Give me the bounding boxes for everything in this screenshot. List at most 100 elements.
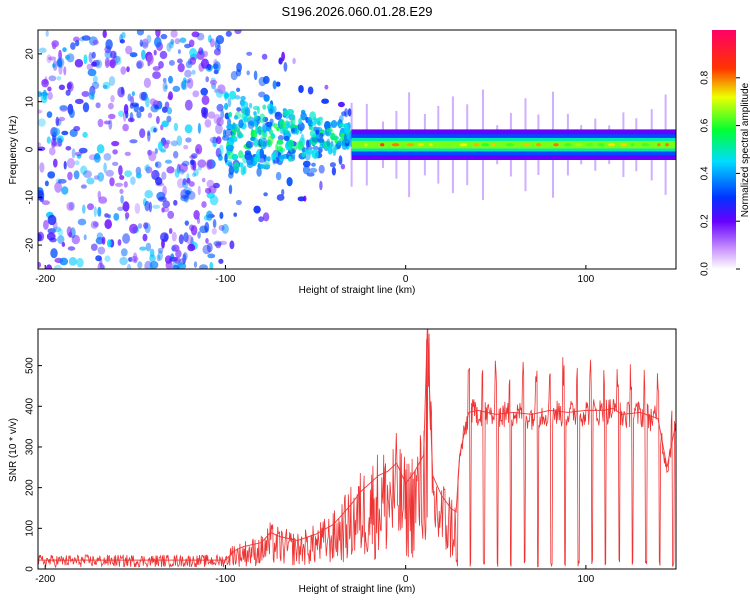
heatmap-cell <box>145 166 153 174</box>
heatmap-peak <box>553 143 559 147</box>
heatmap-cell <box>343 133 347 142</box>
heatmap-cell <box>240 95 246 101</box>
heatmap-cell <box>56 57 65 68</box>
heatmap-cell <box>73 170 80 180</box>
heatmap-cell <box>144 200 150 212</box>
heatmap-cell <box>129 139 138 144</box>
heatmap-cell <box>148 151 157 162</box>
heatmap-cell <box>38 142 42 147</box>
heatmap-cell <box>173 150 179 159</box>
heatmap-cell <box>311 162 316 167</box>
heatmap-cell <box>206 242 213 253</box>
heatmap-cell <box>173 257 181 264</box>
heatmap-cell <box>46 111 53 118</box>
heatmap-cell <box>83 234 87 241</box>
heatmap-cell <box>39 162 45 173</box>
heatmap-cell <box>212 219 217 228</box>
heatmap-cell <box>306 172 315 177</box>
x-tick-label: -100 <box>215 574 235 585</box>
heatmap-cell <box>285 121 290 129</box>
heatmap-cell <box>131 102 139 108</box>
heatmap-cell <box>63 160 67 170</box>
heatmap-cell <box>207 111 216 119</box>
heatmap-cell <box>82 204 86 214</box>
heatmap-cell <box>292 57 296 65</box>
heatmap-cell <box>204 119 212 128</box>
y-tick-label: 0 <box>25 146 36 152</box>
heatmap-cell <box>122 123 129 132</box>
heatmap-cell <box>44 76 48 85</box>
heatmap-cell <box>167 210 175 219</box>
heatmap-cell <box>274 111 283 121</box>
heatmap-cell <box>47 171 56 179</box>
heatmap-cell <box>249 102 253 109</box>
heatmap-cell <box>302 160 311 168</box>
heatmap-cell <box>196 32 205 41</box>
heatmap-band <box>351 140 676 149</box>
heatmap-cell <box>291 127 296 133</box>
heatmap-cell <box>311 149 319 159</box>
heatmap-cell <box>157 247 164 254</box>
heatmap-cell <box>268 121 272 129</box>
heatmap-cell <box>66 158 75 169</box>
heatmap-cell <box>109 59 116 69</box>
heatmap-cell <box>198 47 204 55</box>
heatmap-cell <box>338 123 346 128</box>
heatmap-cell <box>81 35 91 41</box>
heatmap-cell <box>168 75 173 84</box>
snr-series-line <box>38 329 676 569</box>
snr-panel: -200 -100 0 100 0 100 200 300 400 500 Height of … <box>8 328 677 595</box>
heatmap-cell <box>185 234 193 245</box>
heatmap-cell <box>180 189 189 200</box>
heatmap-peak <box>536 143 541 147</box>
heatmap-cell <box>136 30 144 36</box>
heatmap-cell <box>178 163 188 173</box>
heatmap-cell <box>157 250 163 261</box>
heatmap-cell <box>212 63 219 70</box>
heatmap-cell <box>83 54 88 65</box>
y-tick-label: -20 <box>25 237 36 252</box>
heatmap-peak <box>641 143 650 147</box>
heatmap-cell <box>166 115 172 123</box>
heatmap-cell <box>126 66 130 73</box>
heatmap-cell <box>103 153 112 161</box>
heatmap-cell <box>202 50 208 58</box>
heatmap-cell <box>99 256 103 267</box>
heatmap-cell <box>184 99 193 111</box>
heatmap-peak <box>417 143 424 147</box>
heatmap-cell <box>143 222 149 230</box>
heatmap-cell <box>43 219 49 230</box>
heatmap-cell <box>301 151 307 158</box>
snr-marks <box>38 329 676 569</box>
heatmap-cell <box>215 136 222 145</box>
heatmap-cell <box>174 168 180 178</box>
heatmap-cell <box>127 93 132 102</box>
heatmap-cell <box>157 141 163 151</box>
heatmap-cell <box>181 160 190 167</box>
heatmap-peak <box>620 143 628 147</box>
heatmap-cell <box>195 144 203 155</box>
heatmap-cell <box>182 253 187 265</box>
heatmap-cell <box>233 123 241 132</box>
heatmap-cell <box>65 89 71 96</box>
heatmap-cell <box>147 112 153 119</box>
heatmap-cell <box>224 102 229 110</box>
y-tick-label: 0 <box>25 566 36 572</box>
heatmap-cell <box>63 66 67 76</box>
heatmap-cell <box>315 129 320 135</box>
heatmap-cell <box>213 113 222 125</box>
heatmap-cell <box>152 71 161 79</box>
heatmap-cell <box>168 60 175 66</box>
heatmap-cell <box>172 85 181 92</box>
heatmap-cell <box>193 261 198 268</box>
heatmap-cell <box>145 96 150 108</box>
heatmap-cell <box>340 132 345 139</box>
heatmap-cell <box>190 159 195 166</box>
heatmap-cell <box>104 213 109 218</box>
heatmap-cell <box>151 171 155 177</box>
heatmap-cell <box>97 262 105 269</box>
heatmap-cell <box>309 167 318 173</box>
heatmap-cell <box>191 69 196 75</box>
heatmap-cell <box>300 112 307 121</box>
heatmap-cell <box>142 233 148 242</box>
